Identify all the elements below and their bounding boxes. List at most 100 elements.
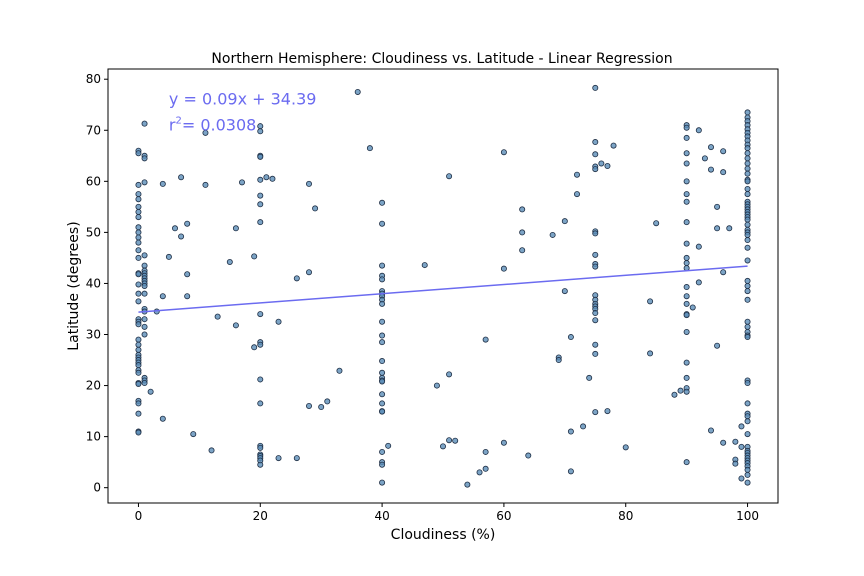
data-point xyxy=(312,205,319,212)
data-point xyxy=(738,475,745,482)
data-point xyxy=(622,444,629,451)
data-point xyxy=(500,149,507,156)
data-point xyxy=(251,344,258,351)
data-point xyxy=(683,219,690,226)
data-point xyxy=(683,388,690,395)
points-layer xyxy=(135,84,751,488)
data-point xyxy=(586,374,593,381)
data-point xyxy=(379,199,386,206)
data-point xyxy=(525,452,532,459)
data-point xyxy=(135,298,142,305)
data-point xyxy=(379,220,386,227)
data-point xyxy=(482,336,489,343)
data-point xyxy=(500,265,507,272)
data-point xyxy=(433,382,440,389)
data-point xyxy=(135,229,142,236)
data-point xyxy=(604,408,611,415)
data-point xyxy=(379,300,386,307)
data-point xyxy=(744,191,751,198)
data-point xyxy=(744,323,751,330)
data-point xyxy=(135,321,142,328)
data-point xyxy=(744,244,751,251)
data-point xyxy=(464,481,471,488)
data-point xyxy=(744,237,751,244)
data-point xyxy=(720,169,727,176)
data-point xyxy=(446,173,453,180)
data-point xyxy=(683,374,690,381)
data-point xyxy=(744,288,751,295)
data-point xyxy=(561,218,568,225)
data-point xyxy=(202,181,209,188)
data-point xyxy=(379,461,386,468)
data-point xyxy=(379,408,386,415)
data-point xyxy=(519,229,526,236)
data-point xyxy=(592,263,599,270)
data-point xyxy=(708,427,715,434)
data-point xyxy=(708,166,715,173)
data-point xyxy=(744,471,751,478)
data-point xyxy=(379,378,386,385)
data-point xyxy=(592,139,599,146)
data-point xyxy=(592,166,599,173)
data-point xyxy=(647,298,654,305)
data-point xyxy=(683,124,690,131)
data-point xyxy=(305,402,312,409)
data-point xyxy=(171,225,178,232)
data-point xyxy=(141,380,148,387)
data-point xyxy=(257,311,264,318)
data-point xyxy=(318,404,325,411)
data-point xyxy=(744,160,751,167)
x-tick-label: 60 xyxy=(496,509,511,523)
data-point xyxy=(305,269,312,276)
data-point xyxy=(695,279,702,286)
data-point xyxy=(324,398,331,405)
data-point xyxy=(592,409,599,416)
data-point xyxy=(257,219,264,226)
data-point xyxy=(135,203,142,210)
data-point xyxy=(257,376,264,383)
data-point xyxy=(135,290,142,297)
data-point xyxy=(336,367,343,374)
x-tick-label: 40 xyxy=(374,509,389,523)
data-point xyxy=(744,400,751,407)
data-point xyxy=(738,443,745,450)
plot-area xyxy=(107,68,779,504)
data-point xyxy=(592,84,599,91)
data-point xyxy=(683,293,690,300)
data-point xyxy=(744,165,751,172)
data-point xyxy=(732,460,739,467)
data-point xyxy=(257,123,264,130)
data-point xyxy=(257,176,264,183)
regression-line xyxy=(138,265,748,313)
data-point xyxy=(574,171,581,178)
data-point xyxy=(592,151,599,158)
data-point xyxy=(141,316,148,323)
data-point xyxy=(720,148,727,155)
y-tick-label: 70 xyxy=(86,123,101,137)
data-point xyxy=(452,437,459,444)
data-point xyxy=(293,275,300,282)
data-point xyxy=(744,170,751,177)
data-point xyxy=(275,318,282,325)
data-point xyxy=(269,175,276,182)
data-point xyxy=(202,129,209,136)
data-point xyxy=(744,296,751,303)
data-point xyxy=(744,185,751,192)
data-point xyxy=(592,350,599,357)
data-point xyxy=(720,439,727,446)
data-point xyxy=(592,251,599,258)
data-point xyxy=(232,225,239,232)
data-point xyxy=(683,459,690,466)
data-point xyxy=(744,221,751,228)
data-point xyxy=(610,142,617,149)
data-point xyxy=(738,423,745,430)
y-tick-label: 20 xyxy=(86,379,101,393)
data-point xyxy=(135,336,142,343)
data-point xyxy=(379,479,386,486)
data-point xyxy=(135,346,142,353)
regression-layer xyxy=(138,265,748,313)
data-point xyxy=(141,179,148,186)
data-point xyxy=(135,224,142,231)
data-point xyxy=(214,313,221,320)
